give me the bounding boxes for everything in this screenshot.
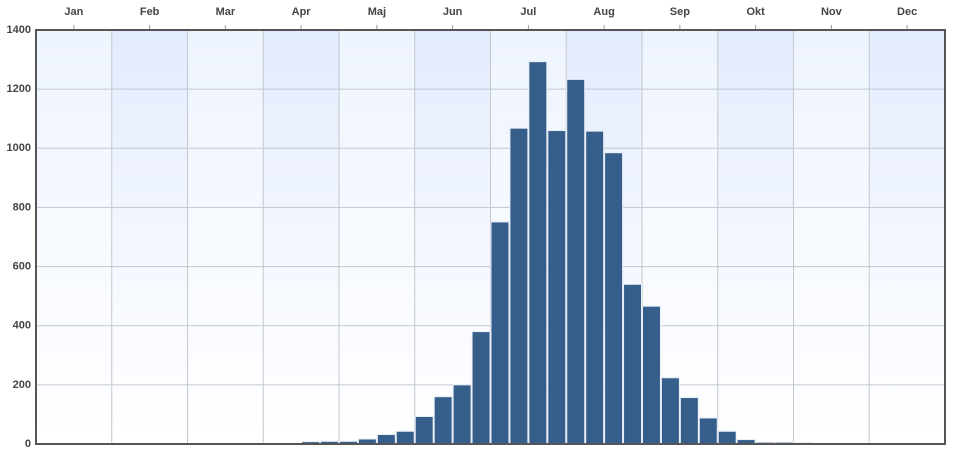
bar xyxy=(679,397,699,445)
plot-frame xyxy=(35,29,946,445)
x-tick-label: Sep xyxy=(670,6,690,18)
x-tick-label: Aug xyxy=(593,6,614,18)
x-tick-label: Jun xyxy=(443,6,463,18)
bar xyxy=(471,331,491,445)
column-shade xyxy=(111,30,188,444)
bar xyxy=(452,384,472,445)
bar xyxy=(660,377,680,445)
x-tick-label: Okt xyxy=(746,6,765,18)
column-shade xyxy=(263,30,339,444)
bar xyxy=(414,415,434,445)
y-tick-label: 1200 xyxy=(7,83,31,95)
bar xyxy=(623,283,642,445)
x-tick-label: Apr xyxy=(292,6,312,18)
bar xyxy=(547,130,567,445)
x-tick-label: Jul xyxy=(520,6,536,18)
y-tick-label: 1400 xyxy=(7,24,31,36)
column-shade xyxy=(869,30,945,444)
x-tick-label: Mar xyxy=(216,6,236,18)
y-tick-label: 800 xyxy=(13,201,31,213)
x-tick-label: Nov xyxy=(821,6,843,18)
bar xyxy=(490,221,510,445)
bar xyxy=(433,396,453,445)
x-tick-label: Maj xyxy=(368,6,386,18)
bar xyxy=(528,61,548,445)
x-tick-label: Feb xyxy=(140,6,160,18)
y-tick-label: 600 xyxy=(13,260,31,272)
bar xyxy=(585,130,605,445)
bar xyxy=(376,434,396,445)
bar xyxy=(395,430,415,445)
y-tick-label: 1000 xyxy=(7,142,31,154)
x-tick-label: Jan xyxy=(64,6,83,18)
bar xyxy=(604,152,624,445)
y-tick-label: 400 xyxy=(13,320,31,332)
bar xyxy=(566,78,586,445)
column-shade xyxy=(717,30,794,444)
bar xyxy=(717,430,737,445)
bar xyxy=(698,417,718,445)
y-tick-label: 0 xyxy=(25,438,31,450)
bar xyxy=(642,305,661,445)
y-tick-label: 200 xyxy=(13,379,31,391)
bar xyxy=(509,127,529,445)
x-tick-label: Dec xyxy=(897,6,917,18)
